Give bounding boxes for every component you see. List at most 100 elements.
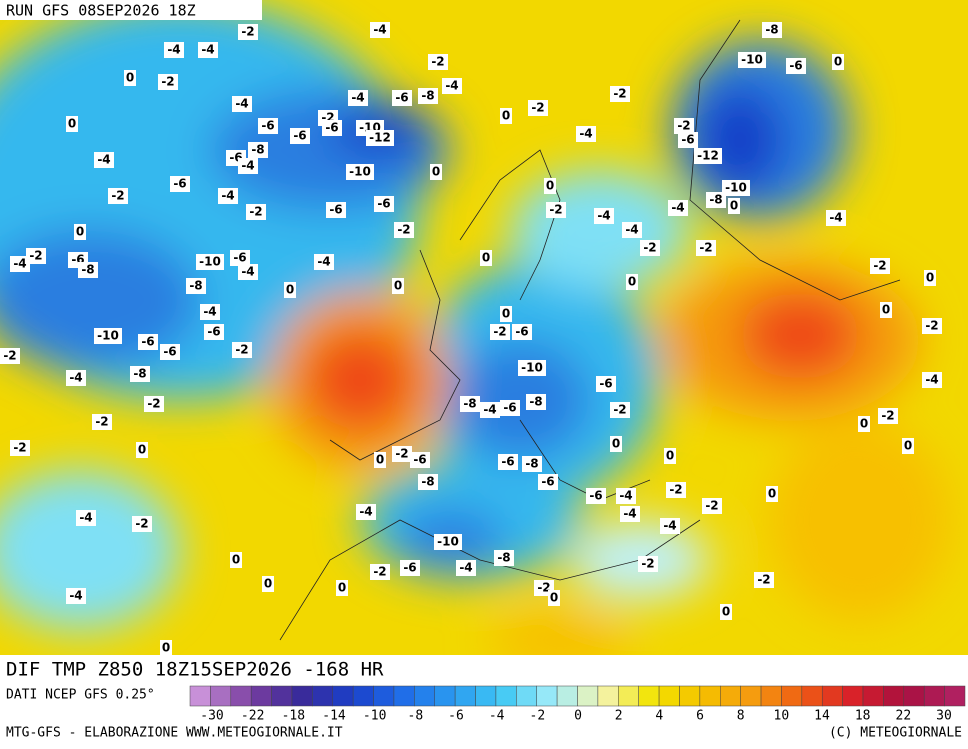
colorbar-swatch xyxy=(923,685,945,707)
contour-label: 0 xyxy=(904,439,912,453)
label-box xyxy=(186,278,206,294)
contour-label: 0 xyxy=(286,283,294,297)
label-box xyxy=(674,118,694,134)
product-box xyxy=(0,655,460,685)
label-box xyxy=(230,250,250,266)
label-box xyxy=(762,22,782,38)
label-box xyxy=(198,42,218,58)
contour-label: -2 xyxy=(643,241,656,255)
contour-label: -2 xyxy=(13,441,26,455)
label-box xyxy=(336,580,348,596)
label-box xyxy=(74,224,86,240)
contour-label: 0 xyxy=(162,641,170,655)
label-box xyxy=(538,474,558,490)
label-box xyxy=(878,408,898,424)
label-box xyxy=(66,588,86,604)
contour-label: -6 xyxy=(413,453,426,467)
contour-label: 0 xyxy=(68,117,76,131)
colorbar-swatch xyxy=(373,685,395,707)
label-box xyxy=(232,342,252,358)
contour-label: -4 xyxy=(359,505,372,519)
contour-label: -2 xyxy=(235,343,248,357)
label-box xyxy=(290,128,310,144)
colorbar-tick-label: -8 xyxy=(408,709,424,724)
label-box xyxy=(722,180,750,196)
label-box xyxy=(0,348,20,364)
contour-label: -4 xyxy=(459,561,472,575)
label-box xyxy=(766,486,778,502)
contour-label: -4 xyxy=(221,189,234,203)
field xyxy=(0,0,968,670)
label-box xyxy=(702,498,722,514)
contour-label: -2 xyxy=(549,203,562,217)
colorbar-swatch xyxy=(720,685,741,707)
label-box xyxy=(392,278,404,294)
label-box xyxy=(660,518,680,534)
colorbar-swatch xyxy=(556,685,578,707)
contour-label: -4 xyxy=(351,91,364,105)
colorbar-swatch xyxy=(679,685,701,707)
colorbar-swatch xyxy=(434,685,456,707)
label-box xyxy=(754,572,774,588)
contour-label: -2 xyxy=(699,241,712,255)
colorbar-swatch xyxy=(801,685,823,707)
contour-label: -2 xyxy=(395,447,408,461)
label-box xyxy=(500,400,520,416)
contour-label: -8 xyxy=(525,457,538,471)
contour-label: -6 xyxy=(207,325,220,339)
header-box xyxy=(0,0,262,20)
label-box xyxy=(78,262,98,278)
label-box xyxy=(880,302,892,318)
label-box xyxy=(160,344,180,360)
label-box xyxy=(500,108,512,124)
label-box xyxy=(696,240,716,256)
contour-label: 0 xyxy=(834,55,842,69)
label-box xyxy=(456,560,476,576)
contour-label: -12 xyxy=(697,149,719,163)
colorbar-swatch xyxy=(842,685,864,707)
contour-label: -2 xyxy=(373,565,386,579)
label-box xyxy=(494,550,514,566)
contour-label: -6 xyxy=(541,475,554,489)
label-box xyxy=(594,208,614,224)
contour-label: -2 xyxy=(135,517,148,531)
label-box xyxy=(490,324,510,340)
contour-label: -4 xyxy=(241,265,254,279)
contour-label: -4 xyxy=(201,43,214,57)
colorbar-tick-label: 30 xyxy=(936,709,952,724)
label-box xyxy=(586,488,606,504)
label-box xyxy=(410,452,430,468)
colorbar-swatch xyxy=(495,685,517,707)
source-text: DATI NCEP GFS 0.25° xyxy=(6,688,155,703)
colorbar-tick-label: -6 xyxy=(448,709,464,724)
colorbar-tick-label: -10 xyxy=(363,709,386,724)
colorbar-swatch xyxy=(271,685,293,707)
colorbar-tick-label: -30 xyxy=(200,709,223,724)
label-box xyxy=(512,324,532,340)
contour-label: -4 xyxy=(203,305,216,319)
label-box xyxy=(922,318,942,334)
contour-label: -8 xyxy=(765,23,778,37)
colorbar-tick-label: 18 xyxy=(855,709,871,724)
colorbar-swatch xyxy=(352,685,374,707)
label-box xyxy=(786,58,806,74)
contour-label: 0 xyxy=(546,179,554,193)
colorbar-tick-label: 10 xyxy=(774,709,790,724)
label-box xyxy=(610,86,630,102)
contour-label: -2 xyxy=(613,87,626,101)
label-box xyxy=(204,324,224,340)
contour-label: -8 xyxy=(529,395,542,409)
contour-label: -4 xyxy=(69,371,82,385)
label-box xyxy=(522,456,542,472)
run-title: RUN GFS 08SEP2026 18Z xyxy=(6,2,196,20)
contour-label: 0 xyxy=(860,417,868,431)
contour-label: -4 xyxy=(483,403,496,417)
contour-label: -10 xyxy=(437,535,459,549)
contour-label: 0 xyxy=(502,307,510,321)
label-box xyxy=(924,270,936,286)
contour-label: -4 xyxy=(663,519,676,533)
label-box xyxy=(400,560,420,576)
contour-label: -2 xyxy=(613,403,626,417)
label-box xyxy=(346,164,374,180)
